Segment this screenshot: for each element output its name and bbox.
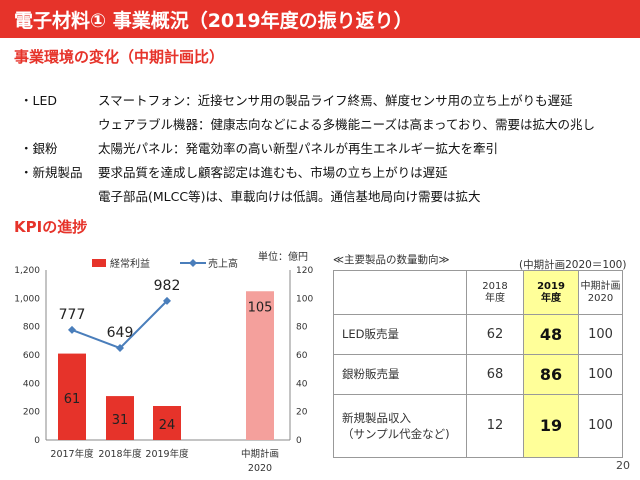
- legend-label-sales: 売上高: [208, 257, 238, 270]
- unit-label: 単位：億円: [258, 250, 308, 263]
- bar-ordinary-profit: [153, 406, 181, 440]
- value-plan: 100: [578, 314, 623, 355]
- new-products-line-1: 要求品質を達成し顧客認定は進むも、市場の立ち上がりは遅延: [98, 165, 448, 180]
- sales-data-label: 982: [154, 278, 181, 294]
- value-2018: 12: [466, 393, 524, 459]
- silver-line: 太陽光パネル：発電効率の高い新型パネルが再生エネルギー拡大を牽引: [98, 141, 499, 156]
- x-axis-tick-label: 2017年度: [50, 448, 94, 460]
- table-header-2019: 2019 年度: [523, 270, 579, 315]
- x-axis-tick-label: 2018年度: [98, 448, 142, 460]
- page-number: 20: [616, 459, 630, 472]
- value-2018: 62: [466, 314, 524, 355]
- left-axis-tick-label: 400: [23, 379, 40, 389]
- table-header-2018: 2018 年度: [466, 270, 524, 315]
- x-axis-tick-label: 2020: [248, 463, 272, 474]
- left-axis-tick-label: 200: [23, 408, 40, 418]
- left-axis-tick-label: 600: [23, 351, 40, 361]
- silver-label: ・銀粉: [20, 141, 58, 156]
- right-axis-tick-label: 60: [296, 351, 308, 361]
- legend-marker-sales: [189, 259, 197, 267]
- bar-data-label: 61: [64, 392, 81, 407]
- sales-data-label: 649: [107, 325, 134, 341]
- table-row: 銀粉販売量 68 86 100: [333, 353, 623, 395]
- left-axis-tick-label: 0: [34, 436, 40, 446]
- value-2019: 48: [523, 314, 579, 355]
- row-name: 新規製品収入 （サンプル代金など): [333, 393, 467, 459]
- value-plan: 100: [578, 353, 623, 395]
- row-name: 銀粉販売量: [333, 353, 467, 395]
- led-line-2: ウェアラブル機器：健康志向などによる多機能ニーズは高まっており、需要は拡大の兆し: [98, 117, 596, 132]
- right-axis-tick-label: 40: [296, 379, 308, 389]
- left-axis-tick-label: 1,200: [14, 266, 40, 276]
- section-heading-environment: 事業環境の変化（中期計画比）: [14, 48, 225, 66]
- value-2019: 86: [523, 353, 579, 395]
- bar-data-label: 31: [112, 413, 129, 428]
- table-row: 新規製品収入 （サンプル代金など) 12 19 100: [333, 393, 623, 459]
- sales-point: [163, 296, 171, 305]
- table-header-blank: [333, 270, 467, 315]
- sales-data-label: 777: [59, 307, 86, 323]
- sales-point: [116, 344, 124, 353]
- bar-ordinary-profit: [246, 291, 274, 440]
- page-title: 電子材料① 事業概況（2019年度の振り返り）: [14, 10, 413, 32]
- title-bar: 電子材料① 事業概況（2019年度の振り返り）: [0, 0, 640, 38]
- led-label: ・LED: [20, 93, 57, 108]
- x-axis-tick-label: 2019年度: [145, 448, 189, 460]
- right-axis-tick-label: 20: [296, 408, 308, 418]
- bar-data-label: 105: [248, 300, 273, 315]
- product-volume-table: 2018 年度 2019 年度 中期計画 2020 LED販売量 62 48 100 …: [333, 270, 623, 459]
- led-line-1: スマートフォン：近接センサ用の製品ライフ終焉、鮮度センサ用の立ち上がりも遅延: [98, 93, 573, 108]
- new-products-line-2: 電子部品(MLCC等)は、車載向けは低調。通信基地局向け需要は拡大: [98, 189, 481, 204]
- right-axis-tick-label: 0: [296, 436, 302, 446]
- value-2018: 68: [466, 353, 524, 395]
- x-axis-tick-label: 中期計画: [241, 448, 279, 460]
- legend-label-profit: 経常利益: [110, 257, 150, 270]
- bar-data-label: 24: [159, 418, 176, 433]
- table-caption: ≪主要製品の数量動向≫: [333, 254, 450, 266]
- left-axis-tick-label: 800: [23, 323, 40, 333]
- value-plan: 100: [578, 393, 623, 459]
- table-row: LED販売量 62 48 100: [333, 314, 623, 355]
- kpi-chart: 0 200 400 600 800 1,000 1,200 0 20 40 60 80 100 120 61…: [14, 250, 313, 474]
- value-2019: 19: [523, 393, 579, 459]
- right-axis-tick-label: 80: [296, 323, 308, 333]
- row-name: LED販売量: [333, 314, 467, 355]
- legend-swatch-profit: [92, 259, 106, 267]
- right-axis-tick-label: 100: [296, 294, 313, 304]
- sales-point: [68, 325, 76, 334]
- bar-ordinary-profit: [58, 353, 86, 440]
- table-note: (中期計画2020＝100): [519, 259, 627, 271]
- new-products-label: ・新規製品: [20, 165, 83, 180]
- left-axis-tick-label: 1,000: [14, 294, 40, 304]
- right-axis-tick-label: 120: [296, 266, 313, 276]
- section-heading-kpi: KPIの進捗: [14, 218, 88, 236]
- table-header-plan: 中期計画 2020: [578, 270, 623, 315]
- bar-ordinary-profit: [106, 396, 134, 440]
